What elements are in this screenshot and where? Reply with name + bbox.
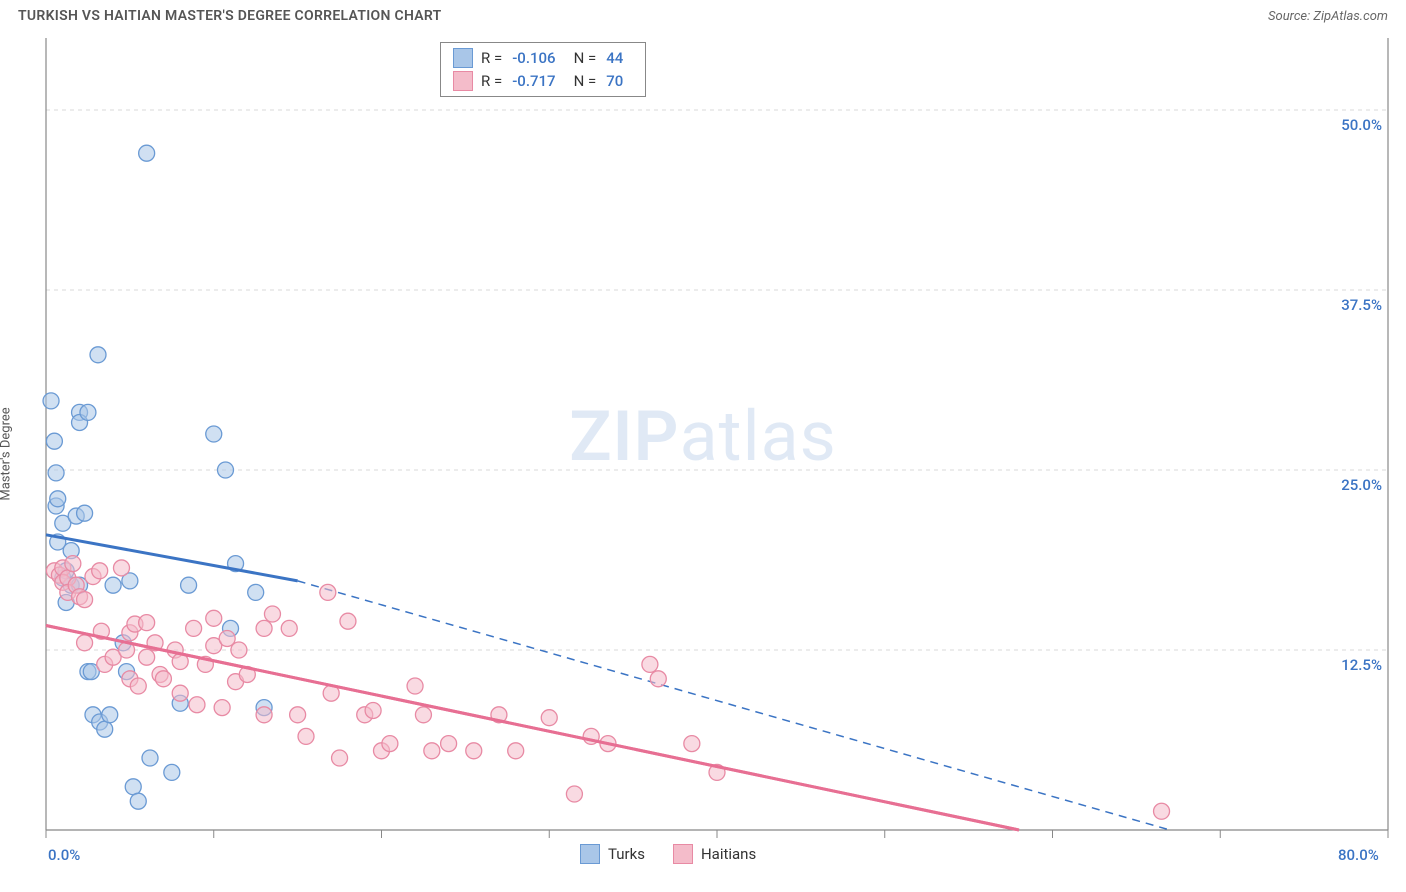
svg-text:37.5%: 37.5% <box>1341 296 1382 314</box>
n-value: 70 <box>606 70 623 93</box>
series-legend-item: Turks <box>580 844 645 864</box>
scatter-plot-svg: 12.5% 25.0% 37.5% 50.0% <box>0 28 1406 880</box>
legend-swatch <box>453 71 473 91</box>
n-value: 44 <box>606 47 623 70</box>
x-axis-max-label: 80.0% <box>1338 846 1379 864</box>
chart-title: TURKISH VS HAITIAN MASTER'S DEGREE CORRE… <box>18 8 442 24</box>
correlation-legend: R = -0.106 N = 44 R = -0.717 N = 70 <box>440 42 646 97</box>
legend-swatch <box>673 844 693 864</box>
svg-text:25.0%: 25.0% <box>1341 476 1382 494</box>
series-legend: Turks Haitians <box>580 844 756 864</box>
svg-text:12.5%: 12.5% <box>1341 656 1382 674</box>
r-value: -0.106 <box>512 47 555 70</box>
legend-swatch <box>453 48 473 68</box>
svg-text:50.0%: 50.0% <box>1341 116 1382 134</box>
chart-area: Master's Degree ZIPatlas 12.5%25.0%37.5%… <box>0 28 1406 880</box>
series-name: Haitians <box>701 845 756 863</box>
legend-swatch <box>580 844 600 864</box>
x-axis-min-label: 0.0% <box>48 846 80 864</box>
series-legend-item: Haitians <box>673 844 756 864</box>
r-value: -0.717 <box>512 70 555 93</box>
r-label: R = <box>481 47 502 70</box>
source-label: Source: ZipAtlas.com <box>1268 9 1388 24</box>
n-label: N = <box>574 47 597 70</box>
legend-row: R = -0.717 N = 70 <box>453 70 633 93</box>
r-label: R = <box>481 70 502 93</box>
header: TURKISH VS HAITIAN MASTER'S DEGREE CORRE… <box>0 0 1406 28</box>
legend-row: R = -0.106 N = 44 <box>453 47 633 70</box>
series-name: Turks <box>608 845 645 863</box>
n-label: N = <box>574 70 597 93</box>
y-axis-label: Master's Degree <box>0 407 14 500</box>
